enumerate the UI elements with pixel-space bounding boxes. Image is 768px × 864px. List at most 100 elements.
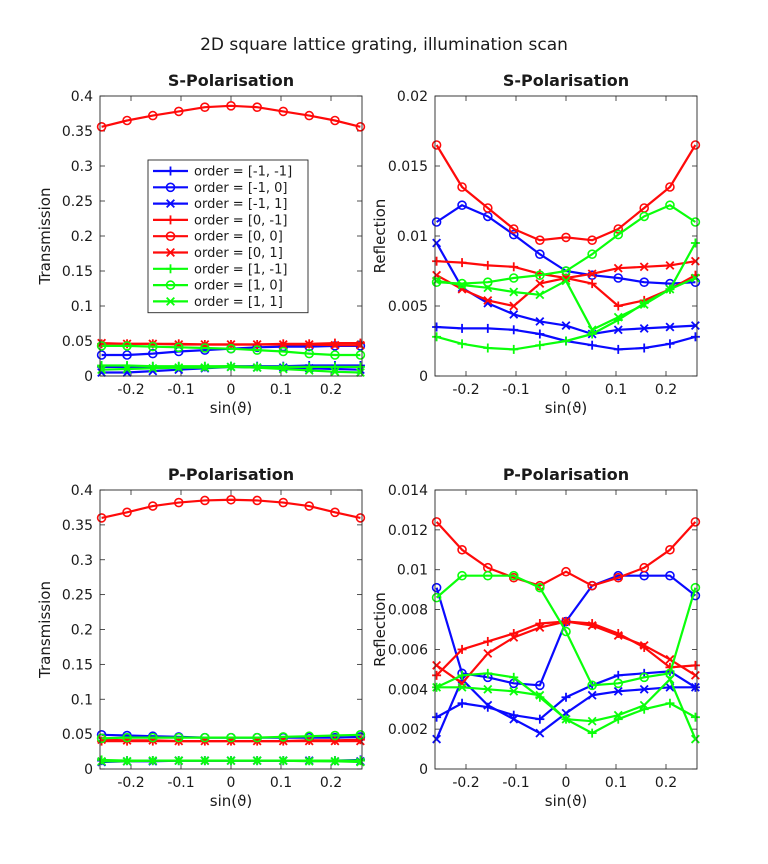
panel-1-xtick-label: 0.1 bbox=[270, 382, 292, 398]
panel-1-ytick-label: 0 bbox=[84, 369, 93, 385]
panel-2-series-6-point-d2 bbox=[587, 269, 597, 279]
panel-4-series-8-point bbox=[561, 626, 571, 637]
panel-1-series-8-point bbox=[200, 343, 210, 353]
panel-1-legend-entry: order = [0, 1] bbox=[194, 246, 283, 261]
panel-1-series-9-point-d2 bbox=[174, 363, 184, 373]
panel-3-series-8-point bbox=[226, 732, 236, 743]
panel-4-series-6-point-d2 bbox=[639, 640, 649, 650]
panel-3-series-8-point bbox=[304, 731, 315, 742]
panel-4-series-3-point bbox=[690, 682, 700, 692]
panel-2-series-5-point bbox=[535, 235, 545, 245]
panel-2-series-6-point-d2 bbox=[535, 279, 545, 289]
panel-2-series-2-point bbox=[535, 249, 545, 259]
panel-1-series-5-point bbox=[226, 101, 236, 111]
panel-2-ytick-label: 0.02 bbox=[397, 89, 428, 105]
panel-1-series-7-point bbox=[330, 362, 340, 372]
panel-3-series-8-point bbox=[278, 732, 289, 742]
panel-3-title: P-Polarisation bbox=[168, 465, 294, 484]
panel-3-series-9-point-d2 bbox=[304, 756, 314, 766]
panel-1-xtick-label: 0 bbox=[227, 382, 236, 398]
panel-3-series-5-point bbox=[304, 501, 315, 511]
panel-2-series-3-point-d2 bbox=[690, 321, 700, 331]
panel-1-series-9-point bbox=[200, 363, 210, 373]
panel-2-series-6-point bbox=[613, 263, 623, 273]
panel-4-title: P-Polarisation bbox=[503, 465, 629, 484]
panel-4-series-8-point bbox=[431, 592, 442, 603]
panel-1-series-5-point bbox=[304, 110, 315, 121]
panel-3-series-9-point-d2 bbox=[252, 756, 262, 766]
panel-1-legend-entry: order = [0, 0] bbox=[194, 230, 283, 245]
panel-1-plot-area bbox=[96, 101, 366, 377]
panel-1-legend-entry: order = [1, 0] bbox=[194, 279, 283, 294]
panel-1-series-8-point bbox=[173, 342, 184, 353]
panel-4-series-9-point bbox=[483, 684, 493, 694]
panel-2-series-9-point bbox=[509, 287, 519, 297]
panel-2-series-4-point bbox=[587, 279, 597, 289]
panel-2-series-7-point bbox=[690, 238, 700, 248]
panel-2-series-9-point-d2 bbox=[665, 284, 675, 294]
panel-2-series-8-point bbox=[639, 211, 650, 222]
panel-4-series-6-point-d2 bbox=[483, 648, 493, 658]
panel-2-series-6-point-d2 bbox=[483, 295, 493, 305]
panel-2-series-5-point bbox=[431, 140, 442, 150]
panel-4-series-6-point bbox=[613, 631, 623, 640]
panel-3-series-8-point bbox=[355, 730, 366, 740]
panel-4-series-5-point bbox=[665, 544, 675, 555]
panel-2-series-7-point bbox=[509, 344, 519, 354]
panel-2-series-3-point-d2 bbox=[561, 321, 571, 331]
panel-1-legend-swatch-marker bbox=[165, 182, 176, 193]
panel-2-series-1-point bbox=[587, 340, 597, 350]
panel-1-series-6-point bbox=[330, 340, 340, 350]
panel-3-series-9-point-d2 bbox=[174, 756, 184, 766]
panel-1-series-6-point-d2 bbox=[330, 340, 340, 350]
panel-4-series-9-point bbox=[639, 700, 649, 710]
panel-2-series-6-point-d2 bbox=[509, 301, 519, 311]
panel-2-series-5-point bbox=[508, 224, 519, 234]
panel-2-series-6-point bbox=[665, 260, 675, 270]
panel-1-series-6-point-d2 bbox=[278, 340, 288, 349]
panel-2-series-1-point bbox=[665, 339, 675, 349]
panel-2-series-8-line bbox=[436, 204, 697, 285]
panel-3-ytick-label: 0.2 bbox=[71, 623, 93, 639]
panel-2-series-6-point-d2 bbox=[613, 263, 623, 273]
panel-4-series-8-point bbox=[482, 570, 493, 581]
panel-4-series-3-point bbox=[432, 734, 442, 744]
panel-2-series-3-point bbox=[690, 321, 700, 331]
panel-1-series-2-point bbox=[148, 348, 158, 359]
panel-2-ytick-label: 0 bbox=[419, 369, 428, 385]
panel-2-series-4-point bbox=[432, 256, 442, 266]
panel-1-series-6-point-d2 bbox=[355, 340, 365, 350]
panel-4-series-9-point bbox=[535, 690, 545, 700]
panel-4-series-8-point bbox=[639, 672, 650, 683]
panel-1-series-5-line bbox=[101, 104, 361, 128]
panel-4-series-2-point bbox=[665, 570, 675, 581]
panel-4-series-9-point-d2 bbox=[535, 690, 545, 700]
panel-1-legend-swatch-marker bbox=[166, 215, 175, 225]
panel-3-xtick-label: -0.2 bbox=[117, 775, 144, 791]
panel-2-series-3-point bbox=[665, 322, 675, 332]
panel-4-series-3-point bbox=[483, 700, 493, 710]
panel-4-series-9-point bbox=[690, 734, 700, 744]
panel-1-legend-swatch-marker-d2 bbox=[166, 199, 175, 209]
panel-2-ytick-label: 0.015 bbox=[388, 159, 428, 175]
panel-4-series-7-point bbox=[587, 728, 597, 738]
panel-4-series-7-point bbox=[690, 712, 700, 722]
panel-3-series-9-point bbox=[355, 757, 365, 767]
panel-1-frame bbox=[99, 95, 363, 377]
panel-4-xtick-label: 0 bbox=[562, 775, 571, 791]
panel-4-series-3-point-d2 bbox=[690, 682, 700, 692]
panel-4-series-9-point-d2 bbox=[432, 682, 442, 692]
panel-4-ytick-label: 0.006 bbox=[388, 642, 428, 658]
panel-1-xlabel: sin(ϑ) bbox=[210, 399, 252, 417]
panel-1-series-9-point-d2 bbox=[304, 365, 314, 375]
panel-1-ytick-label: 0.05 bbox=[62, 334, 93, 350]
panel-2-xtick-label: -0.2 bbox=[452, 382, 479, 398]
panel-2-series-3-point-d2 bbox=[535, 316, 545, 326]
panel-3-series-9-point bbox=[122, 756, 132, 766]
panel-3-ytick-label: 0.1 bbox=[71, 692, 93, 708]
panel-4-series-6-point-d2 bbox=[587, 621, 597, 630]
panel-1-series-8-point bbox=[278, 346, 289, 357]
panel-4-series-5-point bbox=[587, 580, 597, 591]
panel-3-series-5-point bbox=[252, 495, 262, 506]
panel-4-series-9-point-d2 bbox=[483, 684, 493, 694]
